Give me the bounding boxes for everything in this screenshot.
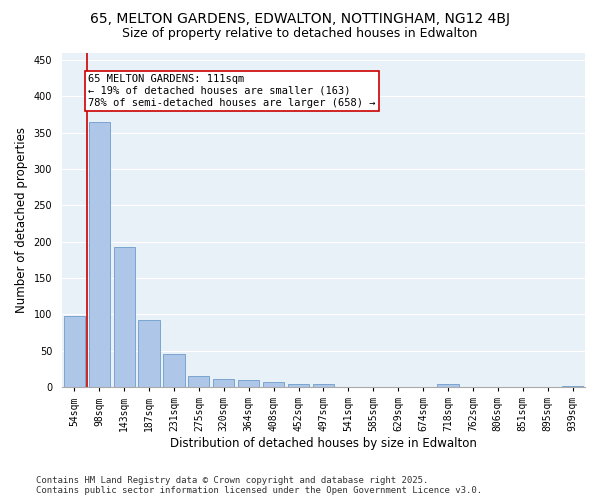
Bar	[562, 386, 583, 387]
Bar	[213, 379, 235, 387]
Bar	[139, 320, 160, 387]
Bar	[163, 354, 185, 387]
Bar	[263, 382, 284, 387]
Y-axis label: Number of detached properties: Number of detached properties	[15, 127, 28, 313]
Bar	[64, 316, 85, 387]
X-axis label: Distribution of detached houses by size in Edwalton: Distribution of detached houses by size …	[170, 437, 477, 450]
Bar	[188, 376, 209, 387]
Bar	[113, 247, 135, 387]
Bar	[437, 384, 458, 387]
Bar	[89, 122, 110, 387]
Text: 65 MELTON GARDENS: 111sqm
← 19% of detached houses are smaller (163)
78% of semi: 65 MELTON GARDENS: 111sqm ← 19% of detac…	[88, 74, 376, 108]
Bar	[313, 384, 334, 387]
Bar	[288, 384, 309, 387]
Text: Contains HM Land Registry data © Crown copyright and database right 2025.
Contai: Contains HM Land Registry data © Crown c…	[36, 476, 482, 495]
Text: 65, MELTON GARDENS, EDWALTON, NOTTINGHAM, NG12 4BJ: 65, MELTON GARDENS, EDWALTON, NOTTINGHAM…	[90, 12, 510, 26]
Bar	[238, 380, 259, 387]
Text: Size of property relative to detached houses in Edwalton: Size of property relative to detached ho…	[122, 28, 478, 40]
